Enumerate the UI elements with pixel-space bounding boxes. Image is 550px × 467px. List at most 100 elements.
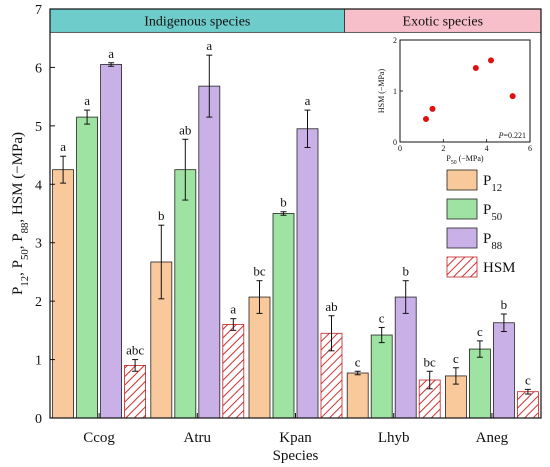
legend-label-sub: 12 (491, 182, 502, 194)
legend-label-main: HSM (483, 260, 516, 276)
legend-swatch (446, 169, 478, 191)
bar (468, 348, 491, 419)
bar (296, 128, 319, 419)
significance-letter: b (501, 297, 508, 312)
y-axis-title-part: 88 (19, 223, 31, 234)
significance-letter: a (206, 38, 212, 53)
y-axis-title-part: , HSM (−MPa) (10, 132, 26, 223)
bar (174, 169, 197, 419)
bar (222, 324, 245, 419)
significance-letter: c (525, 372, 531, 387)
inset-point (423, 116, 429, 123)
significance-letter: b (158, 208, 165, 223)
significance-letter: abc (126, 343, 144, 358)
significance-letter: b (280, 195, 287, 210)
bar (346, 372, 369, 419)
significance-letter: c (379, 310, 385, 325)
inset-annotation-italic: P (498, 131, 504, 140)
significance-letter: ab (325, 299, 337, 314)
legend-label: P50 (483, 202, 502, 223)
inset-annotation-rest: =0.221 (503, 131, 526, 140)
inset-point (472, 65, 479, 72)
legend-label: P88 (483, 231, 502, 252)
y-tick-label: 6 (35, 61, 42, 76)
y-axis-title-part: 12 (19, 276, 31, 287)
y-tick-label: 4 (35, 178, 42, 193)
legend-swatch (446, 256, 478, 278)
inset-y-axis-title: HSM (−MPa) (377, 69, 386, 114)
significance-letter: a (108, 46, 114, 61)
y-tick-label: 3 (35, 237, 42, 252)
inset-frame (399, 39, 531, 143)
group-header-bands: Indigenous species Exotic species (49, 8, 542, 33)
significance-letter: b (402, 264, 409, 279)
y-axis-title-part: 50 (19, 249, 31, 260)
significance-letter: ab (179, 122, 191, 137)
inset-x-tick-label: 2 (441, 144, 445, 153)
legend-swatch (446, 198, 478, 220)
y-axis-title-part: , P (10, 233, 26, 249)
bar (517, 391, 539, 419)
bar (492, 322, 515, 419)
group-band-label: Indigenous species (144, 15, 250, 30)
inset-point (429, 105, 436, 112)
legend-label-main: P (483, 202, 491, 218)
inset-annotation: P=0.221 (498, 131, 526, 140)
inset-x-tick-label: 4 (485, 144, 489, 153)
bar (100, 64, 122, 419)
bar (248, 296, 271, 419)
y-tick-label: 2 (35, 295, 42, 310)
y-tick-label: 0 (35, 412, 42, 427)
inset-point (488, 57, 494, 64)
bar (124, 365, 146, 419)
bar (198, 85, 221, 419)
legend-label-main: P (483, 231, 491, 247)
inset-x-tick-label: 0 (398, 144, 402, 153)
inset-x-axis-title-part: 50 (451, 160, 457, 166)
inset-x-tick-label: 6 (528, 144, 532, 153)
bar (394, 296, 417, 419)
legend-swatch (446, 227, 478, 249)
x-tick-label: Kpan (279, 430, 312, 446)
legend-label: HSM (483, 260, 516, 276)
significance-letter: a (84, 93, 90, 108)
legend-label-main: P (483, 173, 491, 189)
bar (52, 169, 74, 419)
inset-y-tick-label: 1 (393, 87, 397, 96)
x-axis-title: Species (273, 448, 319, 464)
y-axis-title-part: , P (10, 260, 26, 276)
y-tick-label: 7 (35, 3, 42, 18)
significance-letter: bc (253, 264, 266, 279)
bar (370, 334, 393, 419)
y-axis-title: P12, P50, P88, HSM (−MPa) (10, 132, 31, 295)
inset-x-axis-title-part: P (446, 154, 451, 163)
group-band-label: Exotic species (403, 15, 483, 30)
x-tick-label: Lhyb (378, 430, 410, 446)
significance-letter: bc (424, 354, 437, 369)
x-tick-label: Ccog (83, 430, 115, 446)
inset-y-tick-label: 2 (393, 36, 397, 45)
significance-letter: a (60, 139, 66, 154)
significance-letter: c (477, 324, 483, 339)
significance-letter: c (355, 354, 361, 369)
y-axis-title-part: P (10, 287, 26, 295)
significance-letter: c (453, 351, 459, 366)
bar (76, 116, 98, 419)
legend-label-sub: 88 (491, 240, 502, 252)
y-tick-label: 5 (35, 120, 42, 135)
legend-label-sub: 50 (491, 211, 502, 223)
legend-label: P12 (483, 173, 502, 194)
inset-point (509, 93, 516, 100)
x-tick-label: Aneg (476, 430, 509, 446)
significance-letter: a (305, 93, 311, 108)
inset-x-axis-title: P50 (−MPa) (446, 154, 483, 166)
inset-x-axis-title-part: (−MPa) (457, 154, 484, 163)
inset-y-tick-label: 0 (393, 138, 397, 147)
x-tick-label: Atru (184, 430, 212, 446)
significance-letter: a (230, 302, 236, 317)
